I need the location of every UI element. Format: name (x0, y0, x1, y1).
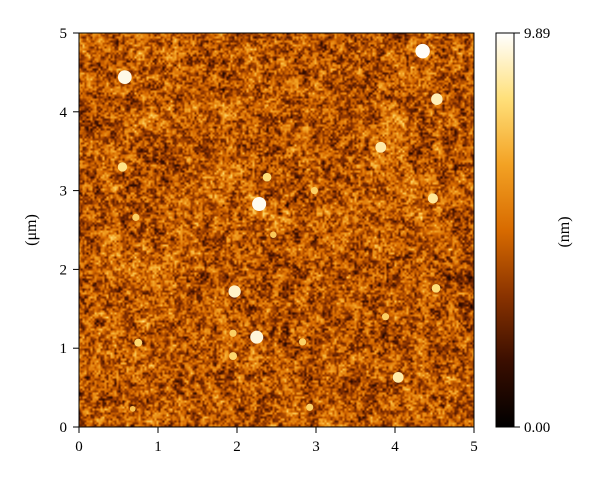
surface-feature (117, 70, 132, 85)
afm-height-map-image (79, 33, 474, 427)
y-tick-label: 5 (60, 26, 68, 42)
colorbar-gradient (495, 32, 515, 428)
surface-feature (117, 162, 128, 172)
surface-feature (427, 193, 438, 204)
surface-feature (381, 313, 390, 321)
height-map (78, 32, 475, 428)
x-tick-label: 3 (312, 439, 320, 455)
x-axis: 0 1 2 3 4 5 (75, 427, 478, 455)
x-tick-label: 0 (75, 439, 83, 455)
surface-feature (252, 196, 267, 212)
surface-feature (132, 213, 140, 221)
colorbar-title: (nm) (556, 216, 573, 247)
x-tick-label: 5 (470, 439, 478, 455)
y-tick-label: 3 (60, 184, 68, 200)
surface-feature (415, 43, 430, 59)
y-tick-label: 4 (60, 105, 68, 121)
surface-feature (229, 329, 237, 337)
surface-feature (310, 187, 319, 195)
surface-feature (270, 231, 277, 238)
surface-feature (298, 338, 307, 346)
surface-feature (228, 285, 241, 298)
x-tick-label: 2 (233, 439, 241, 455)
surface-feature (431, 93, 443, 105)
surface-feature (375, 141, 387, 153)
y-tick-label: 0 (60, 420, 68, 436)
surface-features (117, 43, 443, 412)
surface-feature (262, 172, 272, 182)
surface-feature (134, 338, 143, 347)
colorbar: 9.89 0.00 (nm) (495, 26, 573, 436)
colorbar-max-label: 9.89 (524, 26, 550, 42)
y-axis-title: (μm) (23, 214, 40, 246)
map-frame (78, 32, 475, 428)
surface-feature (431, 283, 441, 293)
surface-feature (306, 403, 314, 411)
x-tick-label: 1 (154, 439, 162, 455)
y-axis: 0 1 2 3 4 5 (60, 26, 79, 436)
surface-feature (229, 352, 238, 361)
y-tick-label: 1 (60, 341, 68, 357)
surface-feature (129, 406, 136, 412)
x-tick-label: 4 (391, 439, 399, 455)
colorbar-min-label: 0.00 (524, 420, 550, 436)
y-tick-label: 2 (60, 262, 68, 278)
surface-feature (250, 330, 264, 344)
surface-feature (392, 371, 404, 383)
